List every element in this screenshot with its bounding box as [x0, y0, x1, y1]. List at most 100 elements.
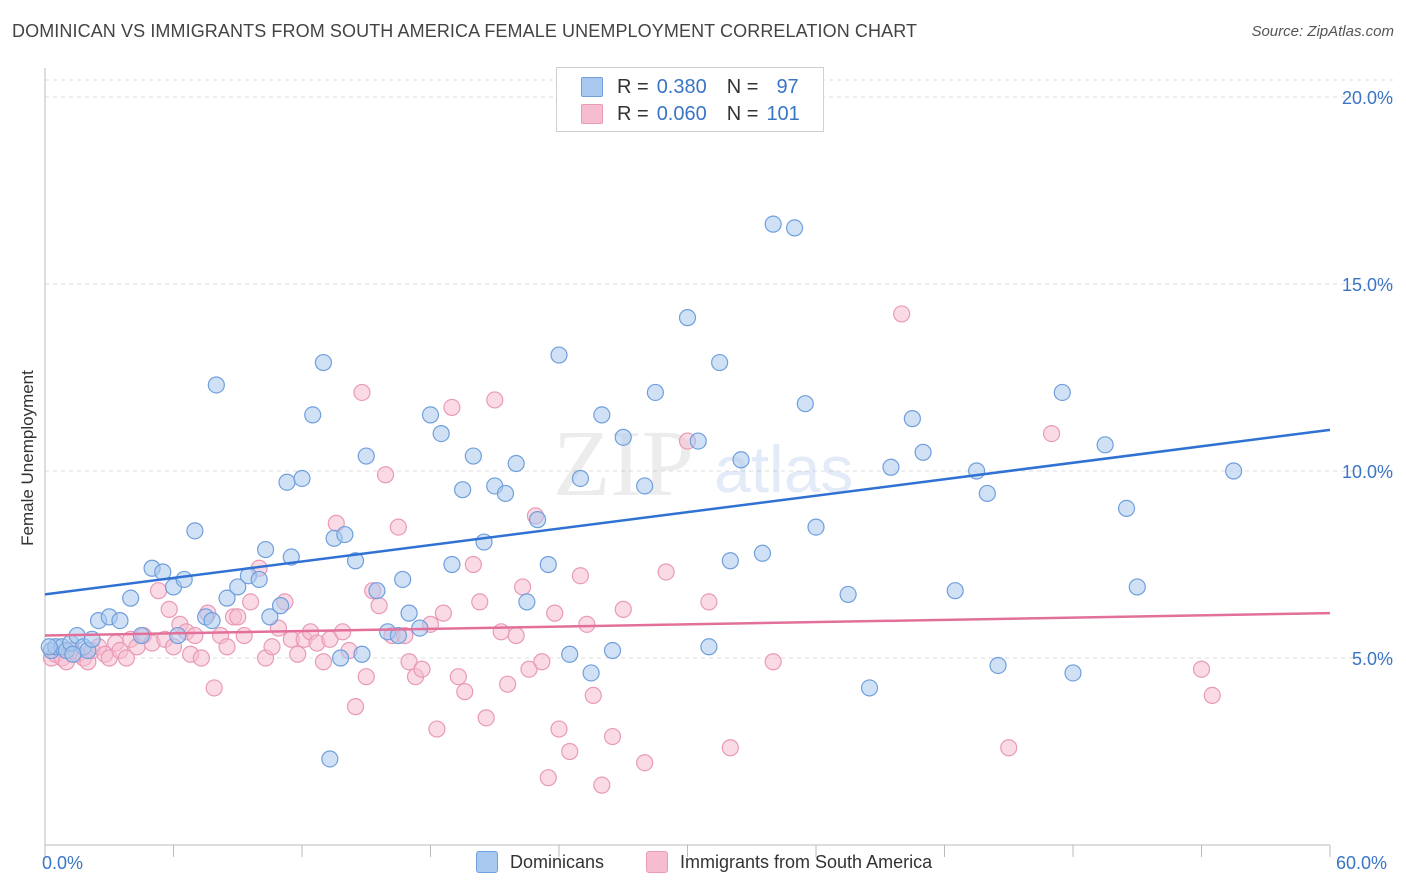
dominicans-point-54: [518, 593, 536, 611]
dominicans-point-35: [336, 525, 354, 544]
stat-row-dominicans: R = 0.380 N = 97: [557, 73, 799, 101]
immigrants-point-95: [893, 305, 911, 323]
dominicans-point-42: [394, 570, 412, 589]
immigrants-point-88: [603, 727, 622, 746]
dominicans-point-84: [978, 484, 996, 503]
legend-label-immigrants: Immigrants from South America: [680, 851, 933, 872]
dominicans-point-86: [1053, 383, 1071, 402]
dominicans-point-49: [464, 447, 482, 465]
immigrants-point-76: [513, 578, 532, 596]
watermark-atlas: atlas: [714, 432, 853, 506]
dominicans-point-58: [561, 645, 579, 663]
immigrants-point-66: [443, 398, 461, 417]
immigrants-point-85: [578, 615, 596, 633]
immigrants-point-29: [205, 679, 223, 697]
dominicans-point-27: [271, 597, 290, 615]
immigrants-point-56: [376, 466, 395, 484]
legend-label-dominicans: Dominicans: [510, 851, 605, 872]
immigrants-point-42: [289, 645, 307, 663]
immigrants-point-94: [721, 739, 739, 757]
dominicans-point-25: [256, 540, 275, 559]
dominicans-point-46: [432, 425, 450, 443]
dominicans-point-91: [1225, 462, 1243, 480]
legend-item-dominicans[interactable]: Dominicans: [476, 851, 604, 873]
y-tick-label-3: 20.0%: [1342, 88, 1393, 108]
immigrants-point-87: [593, 776, 611, 794]
y-tick-labels: 5.0% 10.0% 15.0% 20.0%: [1342, 88, 1393, 669]
dominicans-point-22: [229, 578, 247, 596]
dominicans-point-10: [111, 611, 129, 630]
immigrants-point-100: [764, 653, 782, 671]
dominicans-point-73: [764, 215, 782, 233]
dominicans-point-57: [550, 346, 568, 364]
immigrants-point-74: [499, 675, 517, 693]
dominicans-point-29: [282, 548, 300, 566]
immigrants-point-70: [471, 593, 489, 611]
dominicans-point-37: [353, 645, 371, 663]
immigrants-point-77: [520, 660, 538, 678]
dominicans-point-19: [203, 611, 221, 630]
immigrants-point-60: [400, 653, 418, 671]
immigrants-point-81: [546, 604, 564, 622]
n-label: N =: [726, 75, 759, 98]
dominicans-point-41: [389, 626, 407, 645]
x-tick-max: 60.0%: [1336, 853, 1388, 873]
dominicans-point-92: [40, 638, 58, 656]
immigrants-point-72: [486, 391, 504, 409]
immigrants-point-73: [492, 623, 510, 641]
axes: [44, 68, 1331, 857]
immigrants-point-55: [370, 597, 388, 615]
immigrants-point-62: [413, 660, 431, 678]
dominicans-point-32: [314, 353, 333, 372]
dominicans-point-17: [186, 522, 204, 540]
dominicans-point-26: [261, 608, 279, 626]
correlation-legend-box: R = 0.380 N = 97 R = 0.060 N = 101: [556, 67, 824, 132]
dominicans-point-61: [593, 406, 611, 424]
immigrants-point-84: [571, 567, 590, 585]
dominicans-point-47: [443, 555, 461, 574]
dominicans-point-31: [304, 406, 322, 424]
dominicans-point-48: [454, 481, 472, 499]
dominicans-point-76: [807, 518, 825, 536]
legend-item-immigrants[interactable]: Immigrants from South America: [646, 851, 932, 873]
immigrants-point-27: [192, 649, 210, 667]
immigrants-point-19: [149, 582, 168, 600]
r-value-immigrants: 0.060: [656, 102, 707, 125]
immigrants-point-96: [1000, 739, 1018, 757]
trend-lines: [44, 428, 1331, 637]
immigrants-point-89: [614, 600, 632, 618]
dominicans-point-85: [989, 656, 1007, 675]
dominicans-point-60: [582, 664, 600, 682]
legend-pink-icon: [646, 851, 668, 873]
watermark-zip: ZIP: [553, 412, 694, 516]
immigrants-point-86: [584, 686, 602, 705]
dominicans-point-71: [732, 451, 750, 469]
immigrants-point-49: [334, 623, 352, 641]
dominicans-point-38: [357, 447, 375, 465]
dominicans-point-93: [64, 645, 82, 663]
immigrants-trend-line: [44, 611, 1331, 637]
immigrants-point-65: [434, 604, 452, 622]
chart-title: DOMINICAN VS IMMIGRANTS FROM SOUTH AMERI…: [12, 21, 918, 41]
dominicans-point-62: [603, 641, 622, 660]
dominicans-point-53: [507, 454, 525, 473]
dominicans-point-82: [946, 582, 964, 600]
r-value-dominicans: 0.380: [656, 75, 707, 98]
dominicans-point-39: [368, 582, 386, 600]
dominicans-point-56: [539, 555, 557, 574]
dominicans-point-70: [721, 552, 739, 570]
x-tick-min: 0.0%: [42, 853, 84, 873]
n-label: N =: [726, 102, 759, 125]
dominicans-point-67: [689, 432, 707, 450]
dominicans-point-74: [785, 219, 804, 237]
dominicans-point-24: [250, 570, 268, 589]
immigrants-point-21: [160, 600, 178, 618]
swatch-blue-icon: [581, 77, 603, 97]
dominicans-point-81: [914, 443, 932, 461]
dominicans-point-95: [169, 626, 187, 645]
immigrants-point-52: [353, 383, 371, 402]
dominicans-point-21: [218, 589, 236, 607]
legend-blue-icon: [476, 851, 498, 873]
n-value-immigrants: 101: [766, 102, 800, 125]
immigrants-point-53: [357, 668, 375, 686]
